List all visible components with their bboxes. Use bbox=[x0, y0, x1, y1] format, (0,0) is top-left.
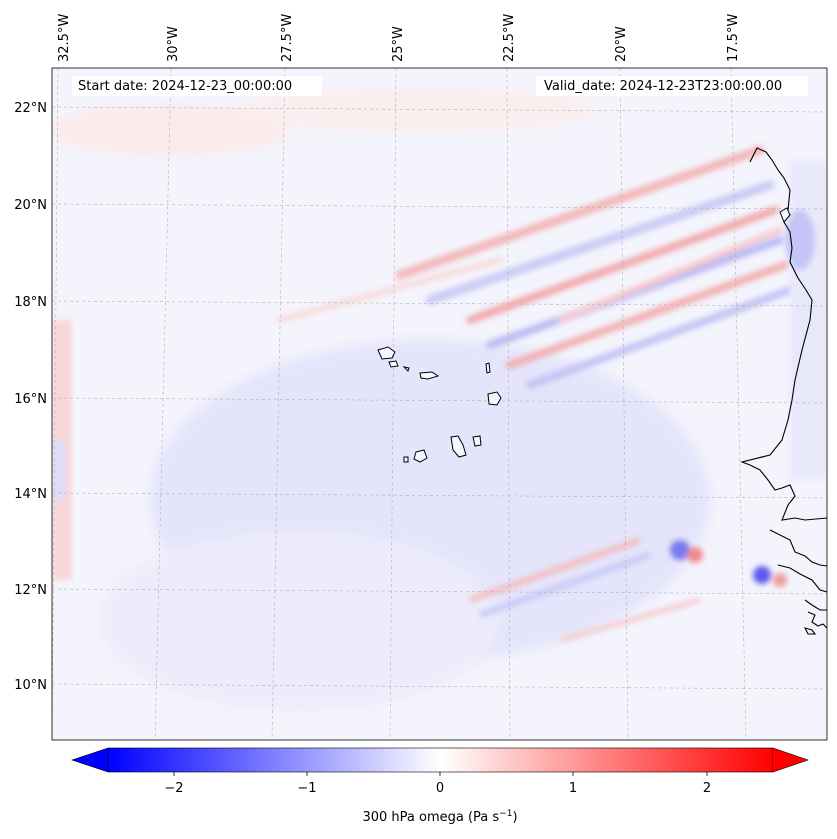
lon-label: 17.5°W bbox=[726, 14, 741, 62]
colorbar-tick: 2 bbox=[703, 781, 711, 796]
lat-label: 16°N bbox=[14, 392, 47, 407]
lon-label: 30°W bbox=[166, 26, 181, 62]
lat-label: 18°N bbox=[14, 295, 47, 310]
african-coastline bbox=[740, 147, 827, 635]
lon-label: 20°W bbox=[614, 26, 629, 62]
colorbar-tick: 1 bbox=[569, 781, 577, 796]
map-frame bbox=[51, 67, 828, 741]
latitude-labels: 22°N 20°N 18°N 16°N 14°N 12°N 10°N bbox=[14, 101, 47, 693]
lat-label: 22°N bbox=[14, 101, 47, 116]
lat-label: 20°N bbox=[14, 198, 47, 213]
colorbar-tick: −2 bbox=[164, 781, 183, 796]
lat-label: 12°N bbox=[14, 583, 47, 598]
lon-label: 22.5°W bbox=[502, 14, 517, 62]
lon-label: 27.5°W bbox=[280, 14, 295, 62]
colorbar-low-extension bbox=[72, 748, 108, 772]
colorbar-tick: 0 bbox=[436, 781, 444, 796]
graticule bbox=[52, 68, 827, 740]
longitude-labels: 32.5°W 30°W 27.5°W 25°W 22.5°W 20°W 17.5… bbox=[57, 14, 741, 62]
lon-label: 25°W bbox=[391, 26, 406, 62]
colorbar-label: 300 hPa omega (Pa s−1) bbox=[362, 809, 517, 825]
lat-label: 10°N bbox=[14, 678, 47, 693]
start-date-label: Start date: 2024-12-23_00:00:00 bbox=[78, 79, 292, 94]
colorbar: −2 −1 0 1 2 300 hPa omega (Pa s−1) bbox=[71, 747, 809, 825]
colorbar-body bbox=[107, 747, 774, 773]
lat-label: 14°N bbox=[14, 487, 47, 502]
cape-verde-islands bbox=[377, 346, 502, 463]
colorbar-tick: −1 bbox=[297, 781, 316, 796]
valid-date-label: Valid_date: 2024-12-23T23:00:00.00 bbox=[544, 79, 782, 94]
colorbar-high-extension bbox=[773, 748, 808, 772]
lon-label: 32.5°W bbox=[57, 14, 72, 62]
omega-field bbox=[52, 68, 827, 740]
